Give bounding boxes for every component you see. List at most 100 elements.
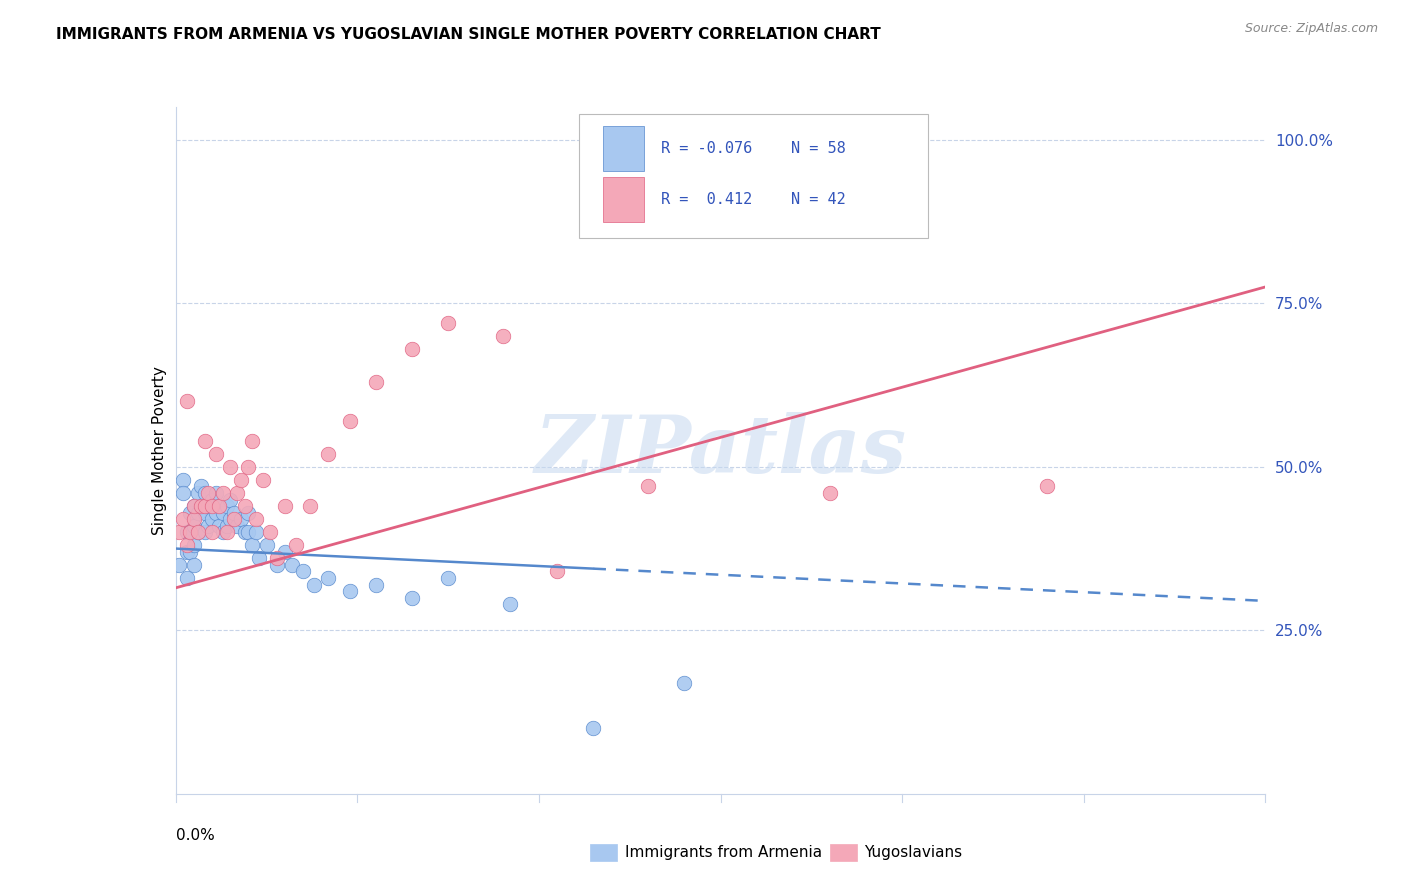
Point [437, 316, 460, 330]
Point [194, 525, 217, 540]
Point [179, 525, 201, 540]
Text: N = 58: N = 58 [792, 141, 846, 156]
Point [437, 571, 460, 585]
Point [318, 447, 340, 461]
Point [208, 499, 231, 513]
Point [364, 577, 387, 591]
Point [291, 565, 314, 579]
Point [266, 558, 288, 572]
Point [401, 591, 423, 605]
Point [197, 486, 219, 500]
Point [274, 499, 297, 513]
Text: R = -0.076: R = -0.076 [661, 141, 752, 156]
Point [183, 499, 205, 513]
Point [172, 486, 194, 500]
Text: 0.0%: 0.0% [176, 828, 215, 843]
Point [179, 506, 201, 520]
Point [176, 571, 198, 585]
Point [582, 722, 605, 736]
Point [197, 499, 219, 513]
Point [546, 565, 568, 579]
Point [222, 506, 245, 520]
Point [256, 538, 278, 552]
Point [197, 518, 219, 533]
Point [222, 512, 245, 526]
Point [240, 538, 263, 552]
Point [284, 538, 307, 552]
Point [231, 473, 253, 487]
Point [401, 342, 423, 356]
Point [172, 473, 194, 487]
Point [183, 538, 205, 552]
Point [233, 525, 256, 540]
Point [190, 499, 212, 513]
Point [176, 394, 198, 409]
Point [186, 525, 209, 540]
Point [204, 506, 226, 520]
Point [208, 518, 231, 533]
Point [194, 506, 217, 520]
Point [176, 538, 198, 552]
Point [212, 525, 235, 540]
Point [231, 512, 253, 526]
Point [169, 525, 191, 540]
Bar [591, 844, 617, 861]
Point [186, 525, 209, 540]
Point [212, 506, 235, 520]
Point [299, 499, 322, 513]
Point [201, 492, 224, 507]
Point [318, 571, 340, 585]
Point [219, 459, 242, 474]
Point [259, 525, 281, 540]
Point [339, 584, 361, 599]
Point [201, 525, 224, 540]
Point [673, 675, 696, 690]
Point [364, 375, 387, 389]
Point [169, 558, 191, 572]
Bar [830, 844, 856, 861]
Point [172, 512, 194, 526]
Point [176, 525, 198, 540]
Point [499, 597, 522, 611]
Point [245, 525, 267, 540]
Text: N = 42: N = 42 [792, 193, 846, 207]
Point [194, 434, 217, 448]
Point [238, 506, 260, 520]
Point [183, 558, 205, 572]
Point [201, 499, 224, 513]
Point [204, 486, 226, 500]
Text: ZIPatlas: ZIPatlas [534, 412, 907, 489]
Point [233, 499, 256, 513]
Point [226, 486, 249, 500]
Text: Yugoslavians: Yugoslavians [865, 845, 963, 860]
Point [238, 525, 260, 540]
Point [194, 486, 217, 500]
Point [176, 545, 198, 559]
Point [281, 558, 304, 572]
Point [201, 512, 224, 526]
Point [1036, 479, 1059, 493]
Point [247, 551, 270, 566]
Point [339, 414, 361, 428]
Point [186, 486, 209, 500]
Point [204, 447, 226, 461]
Point [215, 499, 238, 513]
Y-axis label: Single Mother Poverty: Single Mother Poverty [152, 366, 167, 535]
Point [245, 512, 267, 526]
Point [266, 551, 288, 566]
Point [215, 525, 238, 540]
FancyBboxPatch shape [603, 178, 644, 222]
Point [818, 486, 841, 500]
FancyBboxPatch shape [579, 114, 928, 237]
Text: Immigrants from Armenia: Immigrants from Armenia [624, 845, 823, 860]
Point [302, 577, 325, 591]
Point [183, 512, 205, 526]
Point [208, 499, 231, 513]
Point [186, 506, 209, 520]
Point [190, 479, 212, 493]
Text: R =  0.412: R = 0.412 [661, 193, 752, 207]
FancyBboxPatch shape [603, 126, 644, 170]
Point [238, 459, 260, 474]
Point [179, 525, 201, 540]
Point [179, 545, 201, 559]
